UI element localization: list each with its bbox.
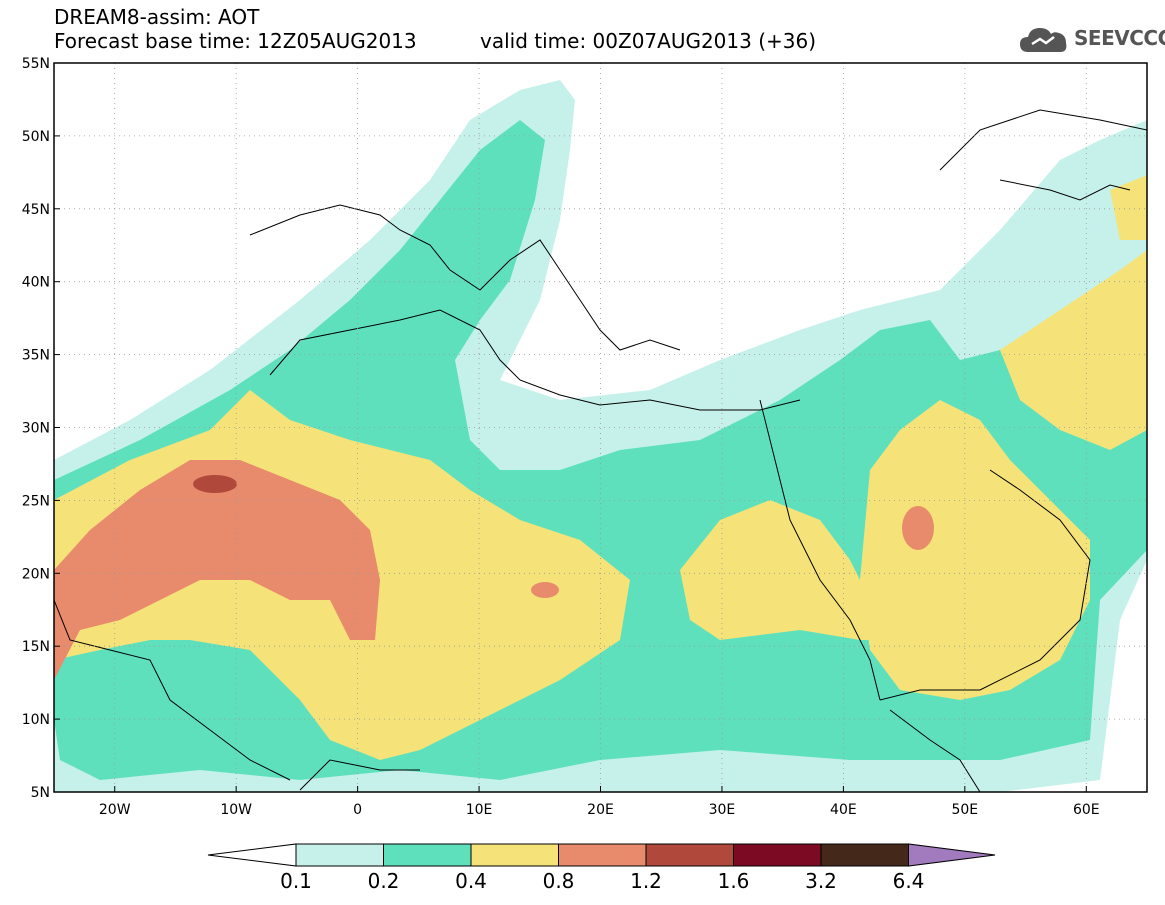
forecast-base-time: Forecast base time: 12Z05AUG2013: [54, 29, 417, 53]
valid-time: valid time: 00Z07AUG2013 (+36): [480, 29, 817, 53]
legend-label: 1.6: [718, 869, 750, 893]
legend-label: 3.2: [805, 869, 837, 893]
lon-label: 10E: [466, 802, 493, 818]
lat-label: 30N: [22, 421, 50, 437]
lon-label: 60E: [1073, 802, 1100, 818]
aot-field: [54, 63, 1147, 792]
legend-label: 0.1: [280, 869, 312, 893]
legend-swatch: [645, 843, 734, 867]
axes: 5N 10N 15N 20N 25N 30N 35N 40N 45N 50N 55N 20W 10W 0 1…: [22, 56, 1100, 818]
seevccc-logo: SEEVCCC: [1018, 22, 1165, 56]
lon-label: 20W: [99, 802, 131, 818]
lat-label: 55N: [22, 56, 50, 72]
lat-label: 45N: [22, 202, 50, 218]
legend-bar: 0.1 0.2 0.4 0.8 1.2 1.6 3.2 6.4: [207, 843, 996, 893]
legend-swatch: [820, 843, 909, 867]
lat-label: 50N: [22, 129, 50, 145]
lat-label: 20N: [22, 566, 50, 582]
lon-label: 0: [353, 802, 362, 818]
legend-swatch: [470, 843, 559, 867]
lat-label: 15N: [22, 639, 50, 655]
legend-label: 1.2: [630, 869, 662, 893]
lon-label: 50E: [951, 802, 978, 818]
lon-label: 40E: [830, 802, 857, 818]
legend-label: 0.2: [368, 869, 400, 893]
legend-swatch: [558, 843, 647, 867]
map-title: DREAM8-assim: AOT: [54, 5, 260, 29]
aot-contour-1.2: [193, 475, 237, 493]
aot-contour-0.8: [54, 460, 380, 680]
coastlines: [54, 109, 1147, 792]
cloud-logo-icon: [1020, 28, 1067, 52]
aot-contour-0.4: [1110, 175, 1147, 240]
lat-label: 10N: [22, 712, 50, 728]
aot-contour-0.4: [1000, 250, 1147, 450]
legend-low-arrow: [207, 843, 297, 867]
logo-text: SEEVCCC: [1074, 26, 1165, 50]
lon-label: 20E: [587, 802, 614, 818]
lon-label: 30E: [709, 802, 736, 818]
legend-label: 6.4: [893, 869, 925, 893]
aot-contour-0.4: [860, 400, 1090, 700]
aot-contour-0.8: [902, 506, 934, 550]
grid-lines: [54, 63, 1147, 792]
lat-label: 35N: [22, 348, 50, 364]
legend-high-arrow: [908, 843, 996, 867]
lon-label: 10W: [220, 802, 252, 818]
lat-label: 25N: [22, 493, 50, 509]
legend-label: 0.8: [543, 869, 575, 893]
legend-swatch: [295, 843, 384, 867]
aot-contour-0.4: [680, 500, 900, 640]
legend-swatch: [383, 843, 472, 867]
legend-swatch: [733, 843, 822, 867]
legend-label: 0.4: [455, 869, 487, 893]
lat-label: 40N: [22, 275, 50, 291]
aot-contour-0.8: [531, 582, 559, 598]
lat-label: 5N: [31, 785, 50, 801]
